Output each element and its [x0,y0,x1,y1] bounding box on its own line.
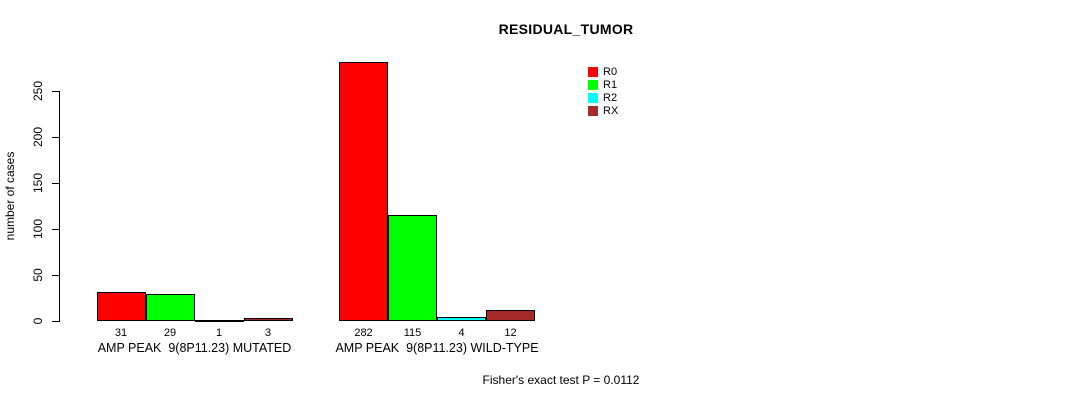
bar-rx [486,309,535,321]
legend-item: R0 [588,66,618,78]
legend-item: R2 [588,92,618,104]
y-tick-label: 150 [31,172,45,194]
y-axis-title: number of cases [3,151,17,241]
bar-value-label: 12 [504,327,517,339]
legend-item: RX [588,105,619,117]
chart-title: RESIDUAL_TUMOR [498,21,634,37]
legend-label: R2 [603,92,618,104]
bar-r0 [339,61,388,321]
fisher-test-annotation: Fisher's exact test P = 0.0112 [482,373,640,387]
legend-swatch-r2 [588,93,598,103]
bar-value-label: 4 [458,327,465,339]
y-tick [52,321,59,322]
legend-label: R0 [603,66,618,78]
bar-r1 [388,215,437,321]
bar-value-label: 31 [114,327,128,339]
bar-rx [243,318,293,321]
bar-r2 [437,317,486,321]
y-tick [52,91,59,92]
bar-value-label: 3 [264,327,272,339]
legend-label: R1 [603,79,618,91]
y-axis-line [59,91,60,322]
bar-value-label: 29 [163,327,177,339]
legend-swatch-r1 [588,80,598,90]
bar-value-label: 1 [215,327,223,339]
legend-label: RX [603,105,619,117]
y-tick [52,137,59,138]
y-tick-label: 250 [31,80,45,102]
legend-swatch-r0 [588,67,598,77]
bar-r0 [96,292,146,321]
legend-item: R1 [588,79,618,91]
group-label: AMP PEAK 9(8P11.23) WILD-TYPE [335,341,539,355]
bar-r2 [194,320,244,323]
y-tick-label: 50 [31,268,45,282]
y-tick-label: 0 [31,317,45,325]
bar-value-label: 115 [403,327,422,339]
bar-value-label: 282 [354,327,373,339]
y-tick [52,229,59,230]
legend: R0 R1 R2 RX [588,67,618,119]
y-tick [52,275,59,276]
y-tick [52,183,59,184]
y-tick-label: 200 [31,126,45,148]
y-tick-label: 100 [31,218,45,240]
bar-r1 [145,294,195,321]
group-label: AMP PEAK 9(8P11.23) MUTATED [97,341,292,355]
legend-swatch-rx [588,106,598,116]
